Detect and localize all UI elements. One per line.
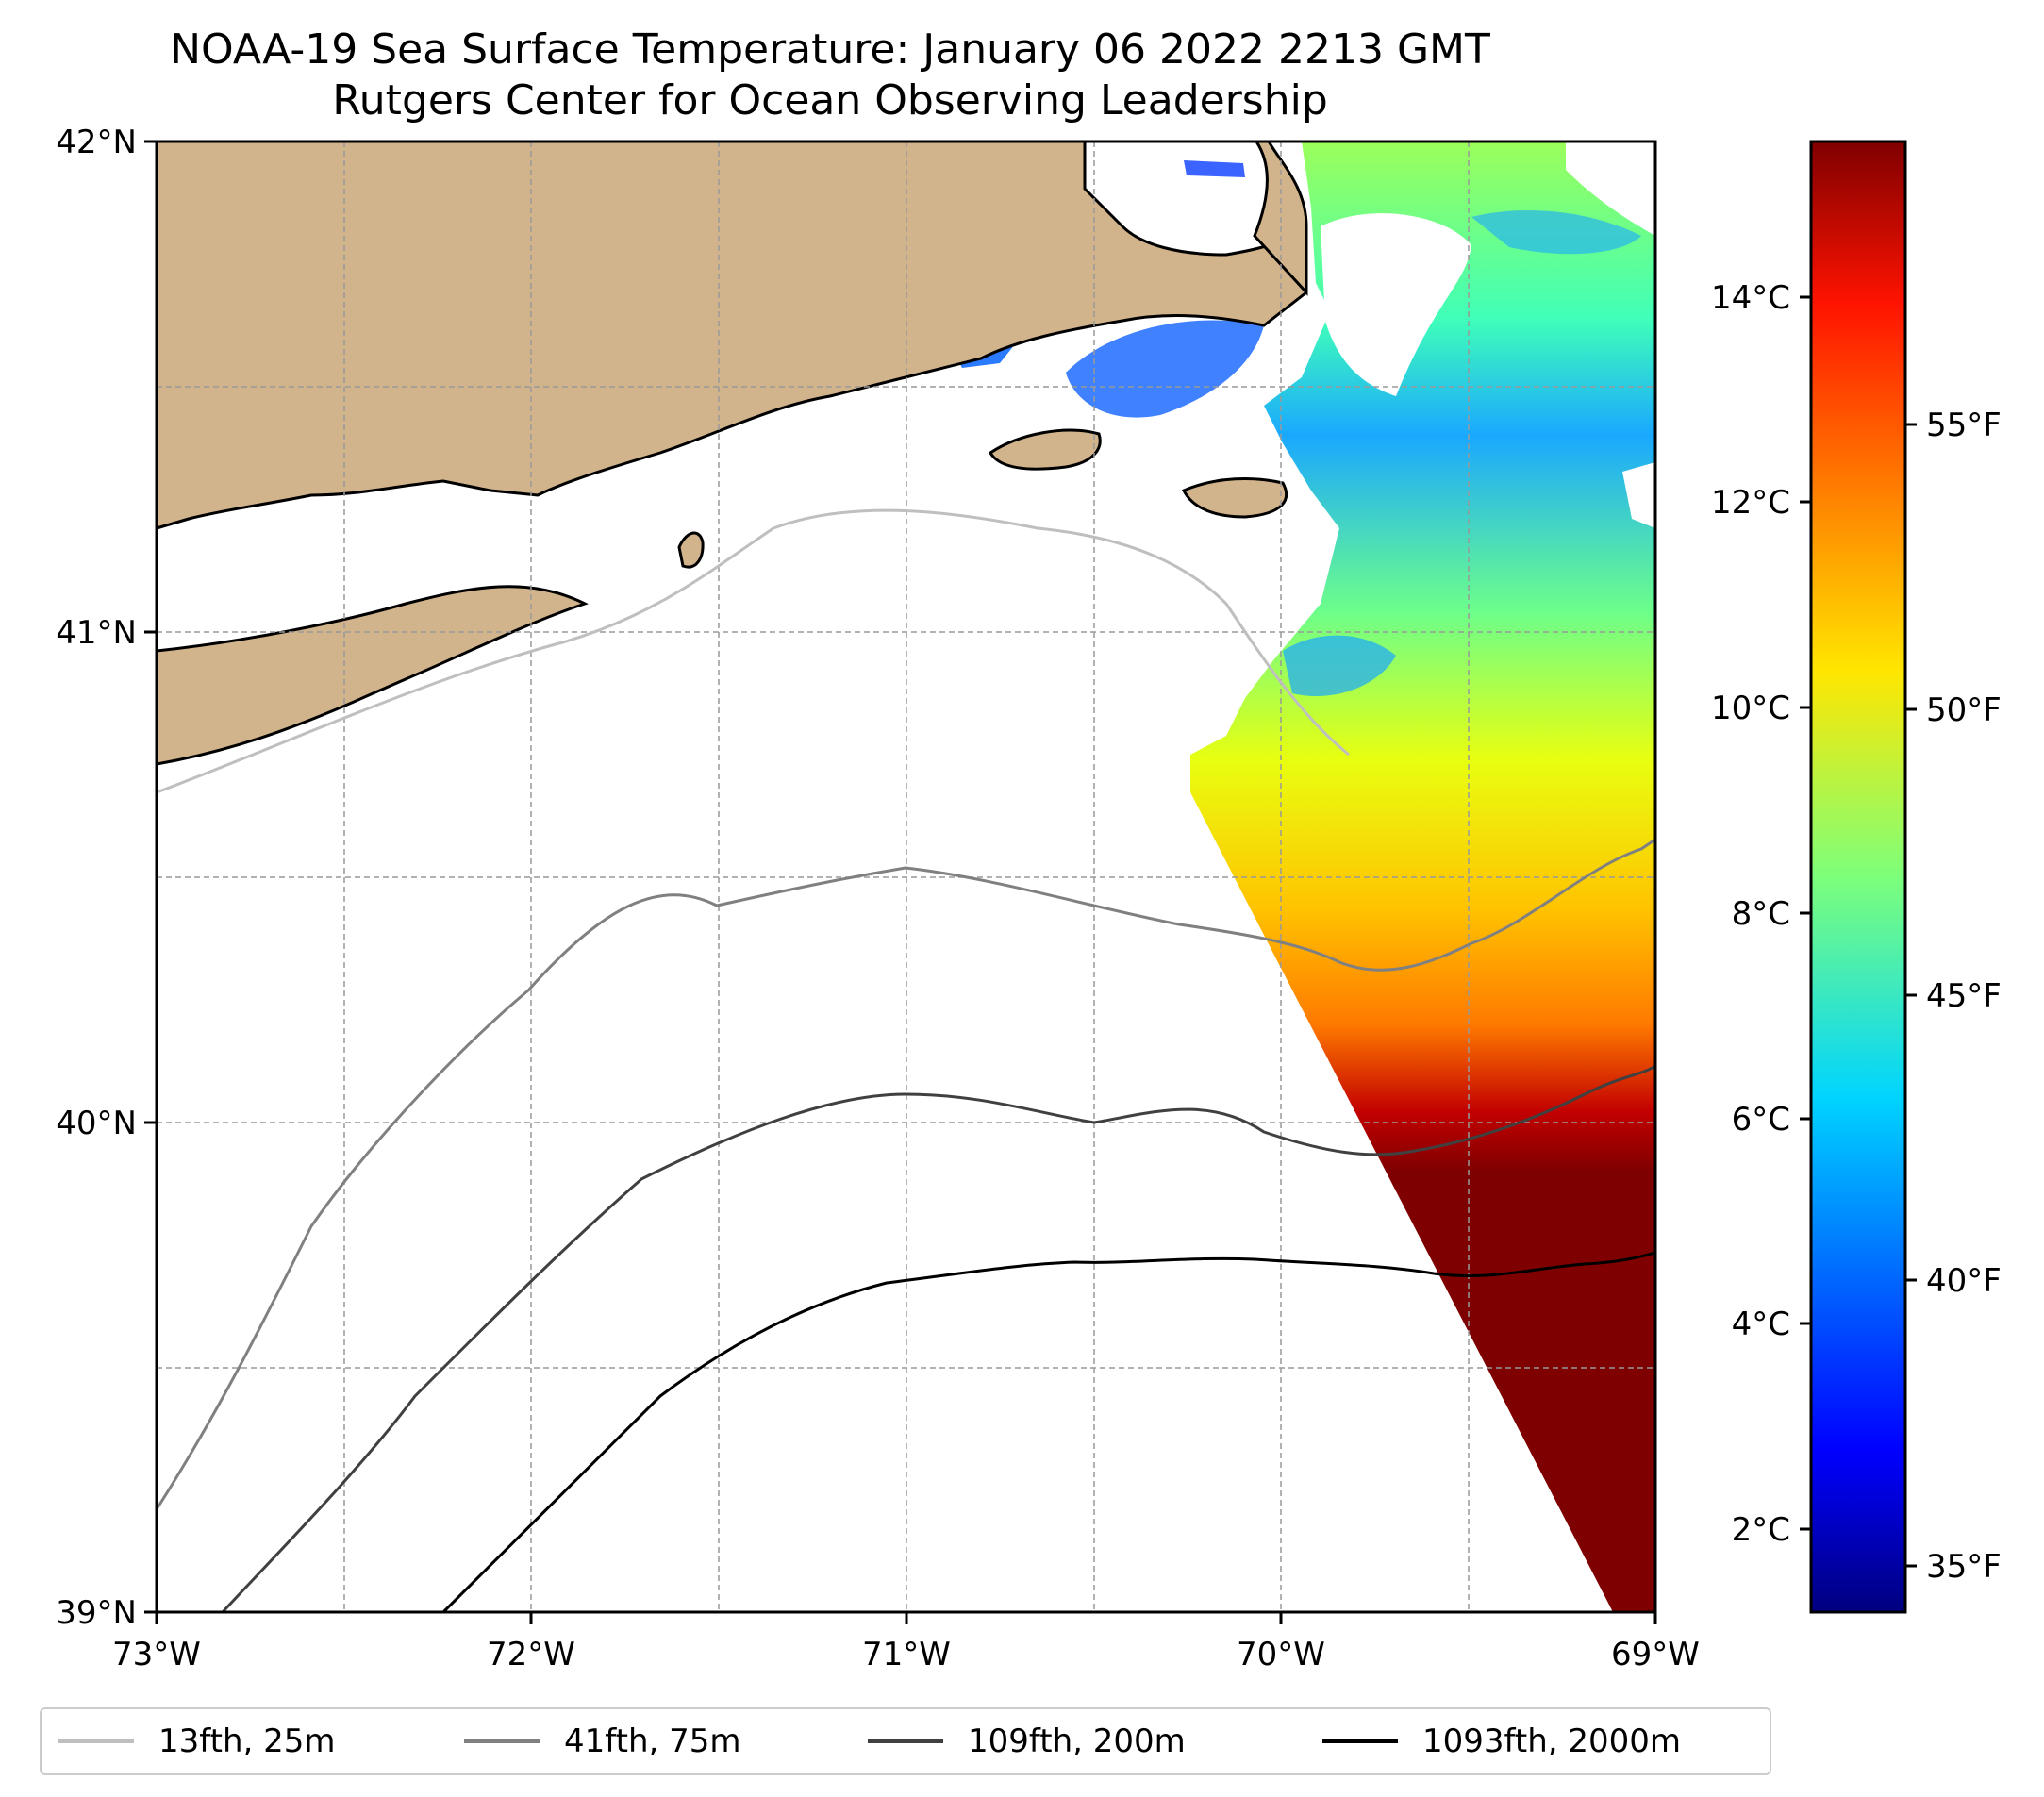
land-block-island [677,531,705,569]
fahrenheit-tick-label: 55°F [1926,407,2002,444]
sst-cold-patch [1283,635,1396,697]
fahrenheit-tick-label: 35°F [1926,1548,2002,1586]
lon-tick-label: 71°W [862,1636,951,1673]
legend-label: 13fth, 25m [158,1722,336,1760]
land [157,141,1308,766]
legend-label: 109fth, 200m [968,1722,1186,1760]
fahrenheit-tick-label: 40°F [1926,1262,2002,1300]
celsius-tick-label: 4°C [1732,1306,1790,1343]
celsius-tick-label: 2°C [1732,1511,1790,1549]
map-subtitle: Rutgers Center for Ocean Observing Leade… [332,76,1328,125]
lon-tick-label: 69°W [1611,1636,1700,1673]
lon-tick-label: 73°W [112,1636,201,1673]
longitude-labels: 73°W 72°W 71°W 70°W 69°W [112,1636,1700,1673]
celsius-tick-label: 8°C [1732,895,1790,933]
gridlines [157,141,1655,1612]
contour-2000m [441,1251,1655,1612]
lat-tick-label: 42°N [56,124,137,161]
land-marthas-vineyard [988,428,1102,471]
celsius-tick-label: 6°C [1732,1101,1790,1139]
latitude-labels: 42°N 41°N 40°N 39°N [56,124,137,1632]
celsius-tick-label: 12°C [1711,484,1790,522]
legend-line [464,1739,540,1743]
contour-25m [157,508,1350,794]
legend-label: 1093fth, 2000m [1422,1722,1682,1760]
map-area [157,141,1655,1612]
fahrenheit-tick-label: 45°F [1926,977,2002,1015]
sst-cold-patch [1471,209,1641,255]
legend-line [58,1739,134,1743]
sst-no-data [1321,213,1471,396]
colorbar: 14°C 12°C 10°C 8°C 6°C 4°C 2°C 55°F 50°F… [1711,140,2002,1614]
fahrenheit-tick-label: 50°F [1926,691,2002,729]
land-long-island [157,585,589,766]
lat-tick-label: 41°N [56,614,137,652]
colorbar-gradient [1809,140,1907,1614]
axis-ticks [144,140,1657,1624]
legend-item-200m: 109fth, 200m [868,1709,1186,1773]
sst-cold-patch [1066,320,1264,418]
lon-tick-label: 72°W [487,1636,575,1673]
sst-cold-patch [1184,160,1245,177]
sst-no-data [1622,462,1655,528]
lat-tick-label: 39°N [56,1594,137,1632]
lon-tick-label: 70°W [1237,1636,1325,1673]
map-title: NOAA-19 Sea Surface Temperature: January… [170,25,1490,74]
legend-line [1322,1739,1398,1743]
celsius-tick-label: 14°C [1711,279,1790,317]
legend-label: 41fth, 75m [564,1722,741,1760]
legend-line [868,1739,943,1743]
contour-75m [157,838,1655,1510]
legend-item-25m: 13fth, 25m [58,1709,336,1773]
land-nantucket [1181,477,1288,519]
lat-tick-label: 40°N [56,1105,137,1142]
celsius-tick-label: 10°C [1711,690,1790,727]
legend-item-2000m: 1093fth, 2000m [1322,1709,1681,1773]
contour-legend: 13fth, 25m 41fth, 75m 109fth, 200m 1093f… [40,1707,1771,1775]
sst-no-data [1566,141,1655,236]
contour-200m [221,1064,1655,1612]
legend-item-75m: 41fth, 75m [464,1709,741,1773]
land-connecticut-rhode-island [157,141,1308,530]
